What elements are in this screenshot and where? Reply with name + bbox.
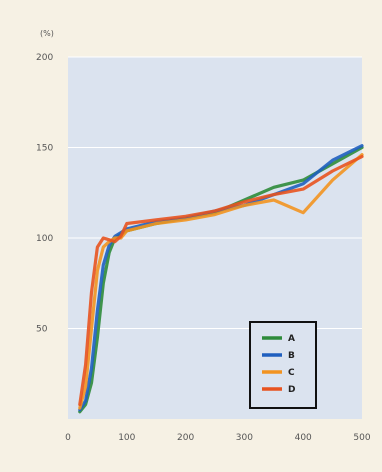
legend-label-D: D (288, 385, 295, 395)
x-tick-label-100: 100 (118, 433, 135, 443)
legend-label-C: C (288, 368, 295, 378)
y-tick-label-100: 100 (36, 234, 53, 244)
series-line-B (78, 144, 364, 412)
y-tick-label-200: 200 (36, 53, 53, 63)
x-tick-label-400: 400 (295, 433, 312, 443)
y-tick-labels: 200 150 100 50 (36, 53, 53, 335)
y-axis-unit-label: (%) (40, 29, 54, 38)
x-tick-labels: 0 100 200 300 400 500 (65, 433, 371, 443)
legend-box (249, 321, 317, 409)
series-line-C (78, 153, 364, 410)
x-tick-label-0: 0 (65, 433, 71, 443)
series-line-D (78, 155, 364, 407)
x-tick-label-200: 200 (177, 433, 194, 443)
x-tick-label-500: 500 (353, 433, 370, 443)
legend-label-A: A (288, 334, 295, 344)
series-lines (78, 144, 364, 414)
x-tick-label-300: 300 (236, 433, 253, 443)
y-tick-label-50: 50 (36, 325, 48, 335)
legend-label-B: B (288, 351, 295, 361)
y-tick-label-150: 150 (36, 144, 53, 154)
